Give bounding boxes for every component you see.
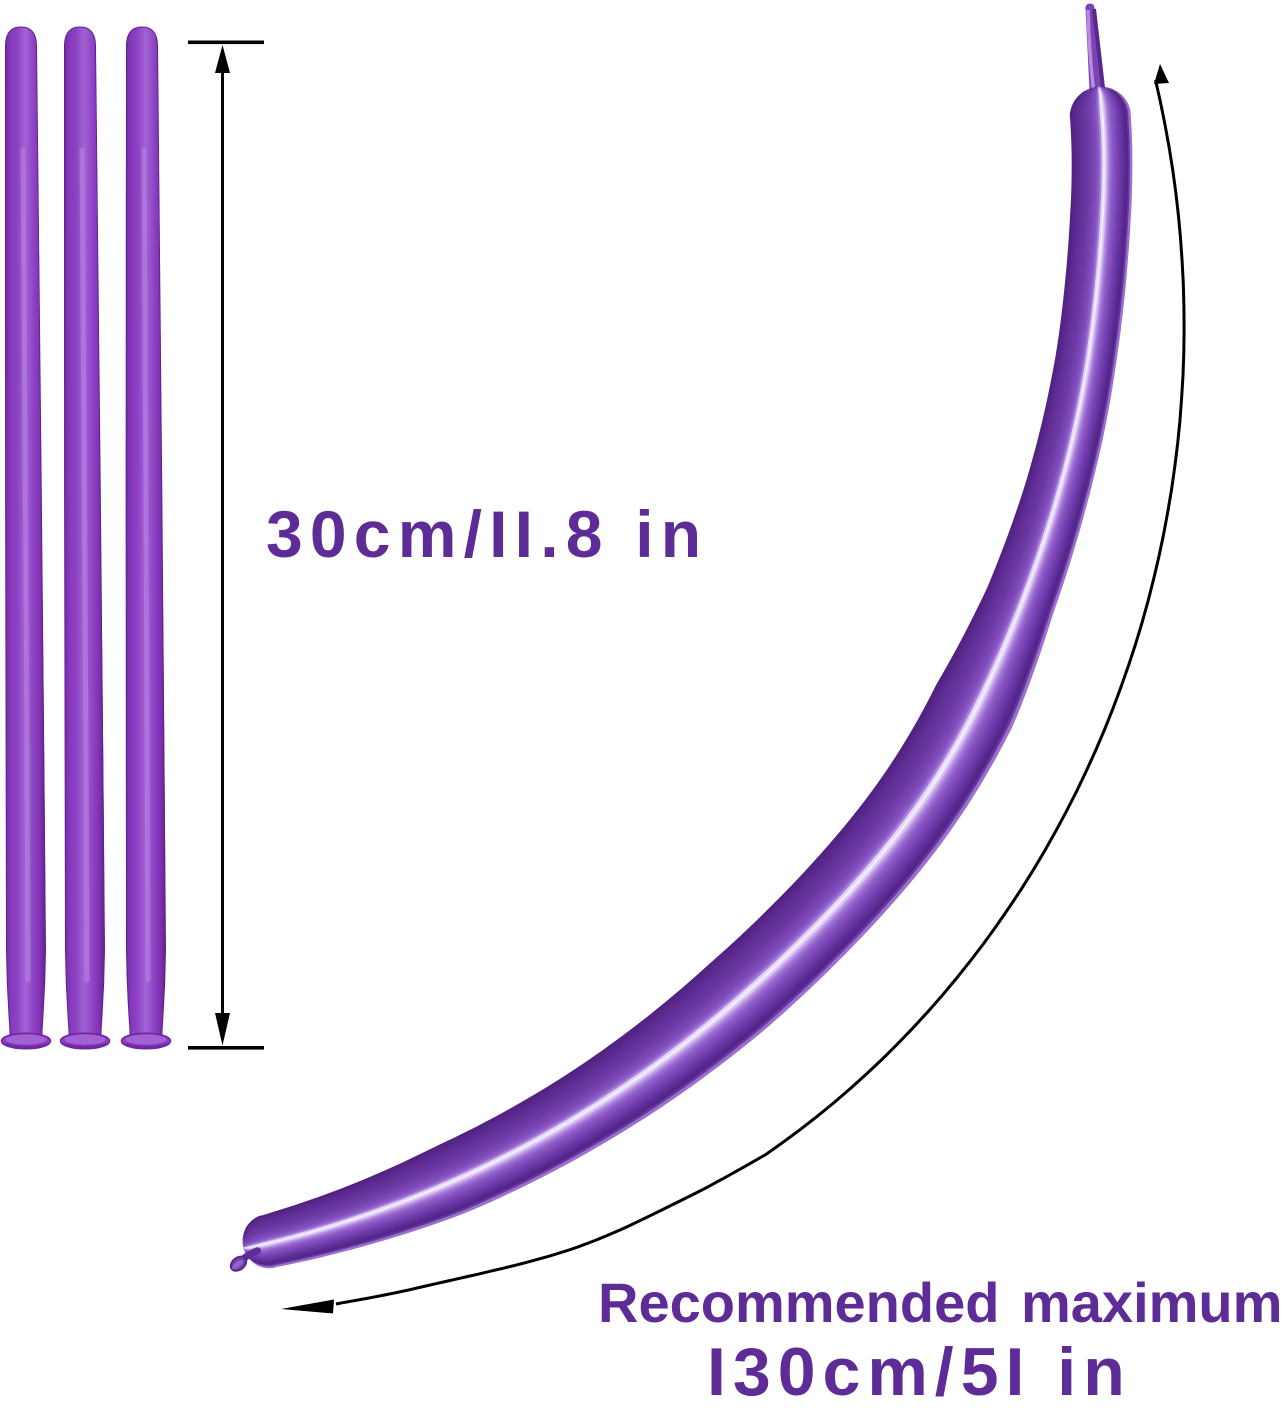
svg-text:I30cm/5I in: I30cm/5I in (707, 1334, 1132, 1409)
svg-text:Recommended maximum: Recommended maximum (598, 1271, 1282, 1334)
svg-text:30cm/II.8 in: 30cm/II.8 in (266, 497, 708, 571)
